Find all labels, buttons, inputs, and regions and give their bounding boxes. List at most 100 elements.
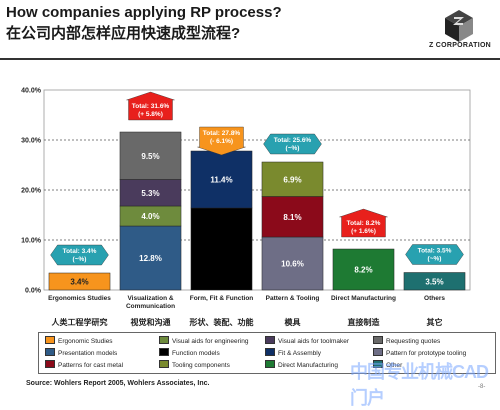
category-label-zh: 形状、装配、功能	[189, 318, 254, 327]
legend-label: Visual aids for toolmaker	[278, 338, 350, 345]
legend-item: Visual aids for engineering	[159, 336, 249, 345]
annotation-change: (- 6.1%)	[210, 138, 233, 145]
legend-label: Presentation models	[58, 350, 118, 357]
legend-swatch	[373, 336, 383, 344]
legend-label: Fit & Assembly	[278, 350, 321, 357]
annotation-total: Total: 8.2%	[347, 220, 381, 227]
annotation-change: (~%)	[428, 256, 442, 263]
legend-item: Other	[373, 360, 402, 369]
legend-swatch	[159, 336, 169, 344]
page-title-en: How companies applying RP process?	[6, 4, 282, 21]
annotation-arrow	[405, 244, 464, 265]
bar-segment	[119, 225, 182, 291]
header-divider	[0, 58, 500, 60]
bar-segment	[261, 161, 324, 197]
data-label: 9.5%	[141, 152, 159, 161]
annotation-arrow	[263, 133, 322, 155]
z-corporation-logo	[445, 10, 473, 42]
logo-text: Z CORPORATION	[428, 42, 492, 49]
legend-swatch	[265, 348, 275, 356]
bar-segment	[261, 236, 324, 291]
annotation-arrow	[126, 91, 175, 121]
legend-item: Tooling components	[159, 360, 230, 369]
legend-label: Other	[386, 362, 403, 369]
annotation-arrow	[339, 208, 388, 238]
annotation-total: Total: 3.5%	[418, 248, 452, 255]
bar-segment	[190, 207, 253, 291]
bar-segment	[48, 272, 111, 291]
data-label: 10.6%	[281, 260, 304, 269]
bar-segment	[190, 150, 253, 209]
annotation-total: Total: 31.6%	[132, 103, 170, 110]
annotation-arrow	[197, 126, 246, 156]
x-tick-label: Communication	[126, 303, 175, 310]
data-label: 5.3%	[141, 189, 159, 198]
data-label: 3.4%	[70, 278, 88, 287]
category-label-zh: 模具	[284, 318, 301, 327]
annotation-total: Total: 25.6%	[274, 137, 312, 144]
annotation-change: (~%)	[73, 256, 87, 263]
legend-item: Visual aids for toolmaker	[265, 336, 349, 345]
stacked-bar-chart: 0.0% 10.0% 20.0% 30.0% 40.0% 3.4% Ergonomics S…	[21, 88, 471, 310]
legend-swatch	[373, 360, 383, 368]
x-tick-label: Form, Fit & Function	[190, 295, 254, 302]
legend-swatch	[265, 336, 275, 344]
legend-item: Presentation models	[45, 348, 117, 357]
annotation-total: Total: 27.8%	[203, 130, 241, 137]
category-label-zh: 人类工程学研究	[51, 318, 108, 327]
data-label: 6.9%	[283, 175, 301, 184]
data-label: 11.4%	[210, 176, 232, 185]
legend-label: Patterns for cast metal	[58, 362, 124, 369]
x-tick-label: Others	[424, 295, 445, 302]
legend-label: Tooling components	[172, 362, 230, 369]
data-label: 12.8%	[139, 254, 162, 263]
legend-label: Pattern for prototype tooling	[386, 350, 467, 357]
legend-swatch	[45, 336, 55, 344]
legend-swatch	[159, 360, 169, 368]
annotation-total: Total: 3.4%	[63, 248, 97, 255]
page-title-zh: 在公司内部怎样应用快速成型流程?	[6, 25, 241, 42]
legend-swatch	[159, 348, 169, 356]
legend-swatch	[265, 360, 275, 368]
y-tick-label: 0.0%	[25, 288, 42, 295]
category-label-zh: 视觉和沟通	[130, 318, 171, 327]
data-label: 8.1%	[283, 213, 301, 222]
bar-segment	[119, 131, 182, 180]
y-tick-label: 40.0%	[21, 88, 42, 95]
category-label-zh: 直接制造	[347, 318, 380, 327]
legend-label: Requesting quotes	[386, 338, 441, 345]
bar-segment	[332, 248, 395, 291]
page-number: -8-	[478, 384, 486, 390]
source-note: Source: Wohlers Report 2005, Wohlers Ass…	[26, 380, 210, 387]
legend-item: Patterns for cast metal	[45, 360, 123, 369]
legend-item: Requesting quotes	[373, 336, 440, 345]
data-label: 3.5%	[425, 277, 443, 286]
legend-item: Direct Manufacturing	[265, 360, 338, 369]
legend-label: Direct Manufacturing	[278, 362, 338, 369]
legend-swatch	[373, 348, 383, 356]
legend: Ergonomic Studies Visual aids for enginee…	[38, 332, 496, 374]
legend-item: Fit & Assembly	[265, 348, 321, 357]
data-label: 8.2%	[354, 266, 372, 275]
legend-swatch	[45, 348, 55, 356]
y-tick-label: 20.0%	[21, 188, 42, 195]
y-tick-label: 30.0%	[21, 138, 42, 145]
x-tick-label: Ergonomics Studies	[48, 295, 111, 302]
legend-swatch	[45, 360, 55, 368]
category-label-zh: 其它	[426, 318, 443, 327]
legend-item: Function models	[159, 348, 220, 357]
x-tick-label: Direct Manufacturing	[331, 295, 396, 302]
x-tick-label: Visualization &	[127, 295, 173, 302]
legend-item: Pattern for prototype tooling	[373, 348, 466, 357]
bar-segment	[403, 272, 466, 291]
annotation-change: (+ 5.8%)	[138, 111, 163, 118]
legend-label: Function models	[172, 350, 220, 357]
legend-item: Ergonomic Studies	[45, 336, 113, 345]
x-tick-label: Pattern & Tooling	[266, 295, 320, 302]
y-tick-label: 10.0%	[21, 238, 42, 245]
legend-label: Ergonomic Studies	[58, 338, 113, 345]
bar-segment	[261, 196, 324, 238]
annotation-change: (~%)	[286, 145, 300, 152]
annotation-change: (+ 1.6%)	[351, 228, 376, 235]
legend-label: Visual aids for engineering	[172, 338, 249, 345]
